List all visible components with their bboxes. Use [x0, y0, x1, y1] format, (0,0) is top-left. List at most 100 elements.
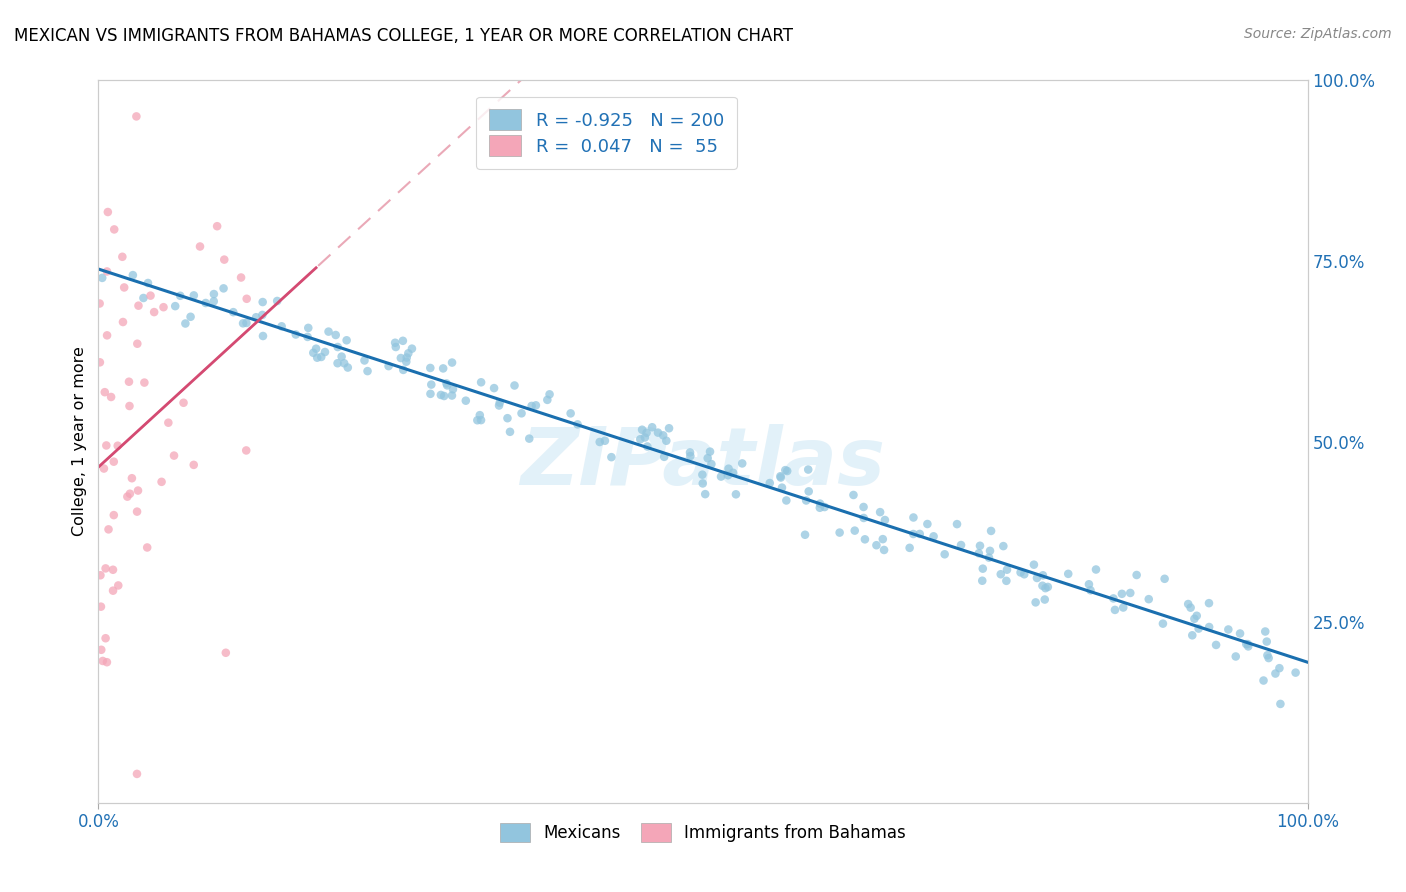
Point	[384, 335, 406, 350]
Point	[517, 432, 540, 446]
Point	[396, 346, 419, 360]
Point	[314, 345, 336, 359]
Point	[872, 532, 894, 546]
Point	[1022, 558, 1045, 572]
Point	[252, 308, 274, 322]
Point	[1234, 637, 1257, 651]
Point	[758, 476, 780, 491]
Point	[873, 513, 896, 527]
Point	[1198, 596, 1220, 610]
Point	[117, 490, 139, 504]
Point	[94, 561, 117, 575]
Point	[828, 525, 851, 540]
Point	[336, 360, 359, 375]
Point	[433, 389, 456, 403]
Point	[908, 527, 931, 541]
Point	[1253, 673, 1275, 688]
Point	[127, 299, 149, 313]
Point	[245, 310, 267, 325]
Point	[235, 443, 257, 458]
Point	[647, 425, 669, 440]
Point	[252, 329, 274, 343]
Point	[330, 350, 353, 364]
Text: Source: ZipAtlas.com: Source: ZipAtlas.com	[1244, 27, 1392, 41]
Point	[436, 376, 458, 391]
Point	[950, 538, 973, 552]
Point	[488, 399, 510, 413]
Point	[1152, 616, 1174, 631]
Point	[967, 546, 990, 560]
Point	[97, 205, 120, 219]
Point	[91, 654, 114, 668]
Point	[125, 767, 148, 781]
Point	[797, 462, 820, 476]
Point	[194, 296, 217, 310]
Point	[769, 469, 792, 483]
Point	[710, 469, 733, 483]
Point	[679, 449, 702, 463]
Point	[503, 378, 526, 392]
Point	[440, 388, 463, 402]
Point	[496, 411, 519, 425]
Point	[107, 439, 129, 453]
Point	[1080, 583, 1102, 598]
Point	[143, 305, 166, 319]
Point	[724, 487, 747, 501]
Point	[101, 563, 124, 577]
Point	[717, 468, 740, 483]
Point	[353, 353, 375, 368]
Point	[1225, 649, 1247, 664]
Point	[468, 408, 491, 422]
Point	[1270, 697, 1292, 711]
Point	[1185, 608, 1208, 623]
Point	[401, 342, 423, 356]
Point	[385, 340, 408, 354]
Point	[125, 505, 148, 519]
Point	[628, 432, 651, 446]
Point	[270, 319, 292, 334]
Point	[1218, 623, 1240, 637]
Point	[89, 568, 111, 582]
Point	[813, 500, 835, 514]
Point	[420, 377, 443, 392]
Point	[1111, 587, 1133, 601]
Point	[165, 299, 187, 313]
Point	[775, 463, 797, 477]
Point	[692, 467, 714, 482]
Point	[325, 328, 347, 343]
Point	[794, 528, 817, 542]
Point	[103, 508, 125, 522]
Point	[1254, 624, 1277, 639]
Point	[1137, 592, 1160, 607]
Point	[524, 398, 547, 412]
Point	[969, 539, 991, 553]
Point	[1284, 665, 1306, 680]
Point	[441, 355, 464, 369]
Point	[139, 288, 162, 302]
Point	[326, 340, 349, 354]
Point	[157, 416, 180, 430]
Point	[173, 396, 195, 410]
Point	[134, 376, 156, 390]
Point	[1198, 620, 1220, 634]
Point	[232, 316, 254, 330]
Point	[470, 376, 492, 390]
Point	[775, 493, 797, 508]
Point	[432, 361, 454, 376]
Point	[467, 413, 489, 427]
Point	[266, 293, 288, 308]
Point	[641, 420, 664, 434]
Point	[717, 461, 740, 475]
Point	[97, 522, 120, 536]
Point	[93, 461, 115, 475]
Point	[103, 222, 125, 236]
Point	[389, 351, 412, 365]
Point	[1032, 568, 1054, 582]
Point	[89, 355, 111, 369]
Point	[235, 316, 257, 330]
Point	[470, 413, 492, 427]
Point	[699, 444, 721, 458]
Point	[980, 524, 1002, 538]
Point	[127, 336, 149, 351]
Point	[797, 484, 820, 499]
